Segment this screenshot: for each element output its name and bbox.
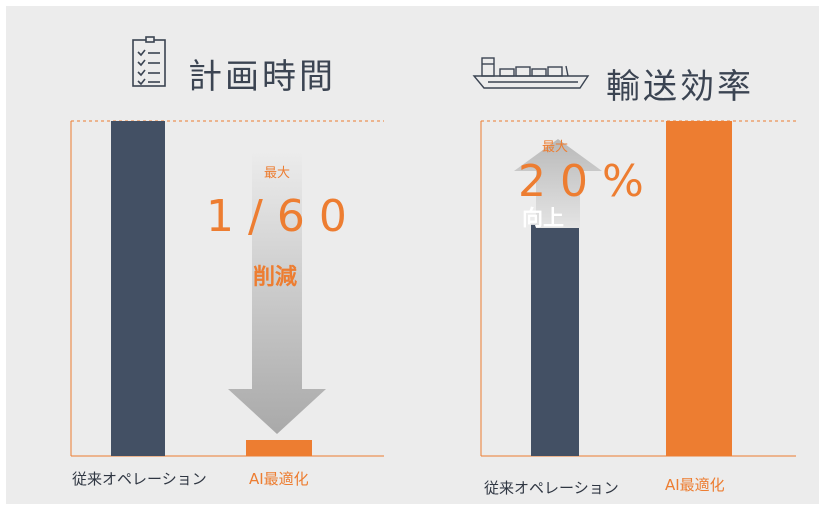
left-category-label-ai: AI最適化 [249,470,309,488]
left-annotation-action: 削減 [253,265,298,290]
right-category-label-legacy: 従来オペレーション [484,479,619,497]
right-bar-legacy [531,224,579,456]
cargo-ship-icon [472,57,590,89]
chart-canvas [70,36,796,457]
left-annotation-qualifier: 最大 [264,166,291,181]
right-bar-ai [666,121,732,456]
right-annotation-action: 向上 [522,206,564,230]
right-annotation-qualifier: 最大 [542,140,569,155]
left-bar-legacy [111,121,165,456]
right-annotation-value: 20% [518,156,658,207]
infographic-panel: 計画時間 輸送効率 最大 1/60 削減 最大 20% 向上 従来オペレーション… [6,6,819,504]
right-category-label-ai: AI最適化 [665,476,725,494]
down-arrow-icon [228,151,326,434]
left-bar-ai [246,440,312,456]
left-annotation-value: 1/60 [206,191,361,242]
up-arrow-icon [514,139,602,228]
left-category-label-legacy: 従来オペレーション [72,470,207,488]
checklist-icon [132,36,166,87]
left-chart-title: 計画時間 [188,57,336,97]
right-chart-title: 輸送効率 [606,67,754,107]
